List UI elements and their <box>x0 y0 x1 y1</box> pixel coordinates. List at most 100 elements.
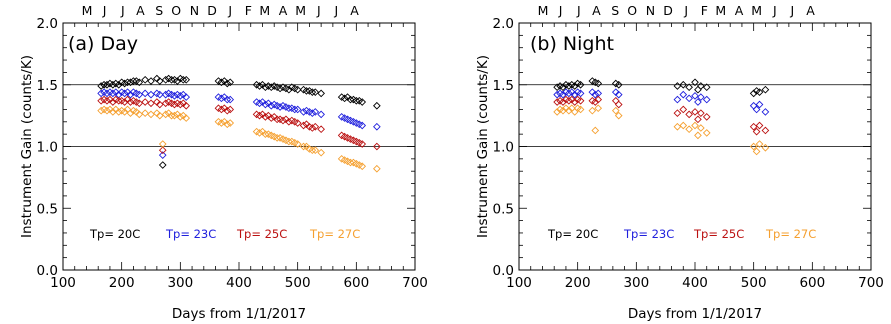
data-point <box>556 82 564 90</box>
data-point <box>164 89 173 98</box>
data-point <box>217 94 226 103</box>
data-point <box>176 100 185 109</box>
data-point <box>594 95 603 104</box>
y-tick-label: 0.5 <box>37 201 58 217</box>
data-point <box>752 147 761 156</box>
month-label: J <box>790 3 795 18</box>
data-point <box>352 119 361 127</box>
data-point <box>340 94 349 103</box>
data-point <box>299 121 308 130</box>
data-point <box>565 106 573 115</box>
data-point <box>103 80 111 89</box>
y-tick-label: 0.0 <box>493 263 514 279</box>
data-point <box>614 111 623 120</box>
data-point <box>611 79 620 88</box>
data-point <box>97 96 105 105</box>
data-point <box>614 90 623 99</box>
legend-entry: Tp= 20C <box>547 227 598 241</box>
data-point <box>261 100 270 109</box>
data-point <box>173 77 182 85</box>
data-point <box>97 106 105 115</box>
data-point <box>299 142 308 151</box>
data-point <box>570 90 579 99</box>
y-tick-label: 1.0 <box>37 140 58 156</box>
data-point <box>261 113 270 121</box>
data-point <box>346 135 355 143</box>
series-3 <box>97 95 381 155</box>
data-point <box>255 129 264 137</box>
data-point <box>141 89 149 98</box>
data-point <box>261 130 270 138</box>
data-point <box>123 78 132 87</box>
month-label: M <box>259 3 270 18</box>
data-point <box>611 106 620 115</box>
y-axis-label: Instrument Gain (counts/K) <box>19 55 35 238</box>
data-point <box>135 99 144 108</box>
data-point <box>340 132 349 141</box>
data-point <box>255 99 264 108</box>
series-2 <box>553 88 770 116</box>
data-point <box>702 129 711 137</box>
data-point <box>749 101 758 110</box>
data-point <box>147 110 155 119</box>
data-point <box>702 113 711 121</box>
data-point <box>576 89 585 98</box>
data-point <box>340 114 349 122</box>
data-point <box>176 113 185 121</box>
month-label: J <box>102 3 107 18</box>
data-point <box>679 80 688 89</box>
data-point <box>559 98 567 106</box>
data-point <box>308 124 317 132</box>
data-point <box>673 82 682 90</box>
data-point <box>164 74 173 83</box>
data-point <box>126 90 135 99</box>
month-label: M <box>715 3 726 18</box>
data-point <box>279 116 287 125</box>
data-point <box>565 89 573 98</box>
data-point <box>293 85 302 94</box>
series-4 <box>553 104 770 156</box>
data-point <box>155 90 164 99</box>
data-point <box>182 93 191 101</box>
data-point <box>685 110 693 119</box>
data-point <box>576 80 585 89</box>
data-point <box>679 105 688 114</box>
data-point <box>176 92 185 100</box>
data-point <box>270 100 279 109</box>
data-point <box>267 101 276 110</box>
data-point <box>343 157 352 166</box>
data-point <box>293 105 302 114</box>
data-point <box>226 119 235 127</box>
month-label: N <box>190 3 199 18</box>
legend-entry: Tp= 20C <box>89 227 140 241</box>
data-point <box>170 100 179 109</box>
data-point <box>358 162 367 171</box>
data-point <box>114 80 123 89</box>
month-label: J <box>120 3 125 18</box>
data-point <box>161 90 170 99</box>
data-point <box>702 95 711 104</box>
y-tick-label: 0.0 <box>37 263 58 279</box>
data-point <box>559 106 567 115</box>
x-tick-label: 100 <box>50 275 76 291</box>
x-tick-label: 500 <box>741 275 767 291</box>
data-point <box>126 109 135 117</box>
data-point <box>155 111 164 120</box>
month-label: A <box>735 3 744 18</box>
data-point <box>290 84 299 93</box>
data-point <box>179 75 188 84</box>
data-point <box>147 90 155 99</box>
x-axis-label: Days from 1/1/2017 <box>628 306 762 322</box>
data-point <box>337 131 346 140</box>
month-label: S <box>155 3 163 18</box>
data-point <box>588 77 597 85</box>
x-axis-label: Days from 1/1/2017 <box>172 306 306 322</box>
data-point <box>373 101 381 110</box>
data-point <box>285 137 293 146</box>
data-point <box>697 93 705 101</box>
data-point <box>293 119 302 127</box>
month-label: J <box>227 3 232 18</box>
data-point <box>100 80 108 89</box>
data-point <box>761 126 770 135</box>
data-point <box>255 111 264 120</box>
